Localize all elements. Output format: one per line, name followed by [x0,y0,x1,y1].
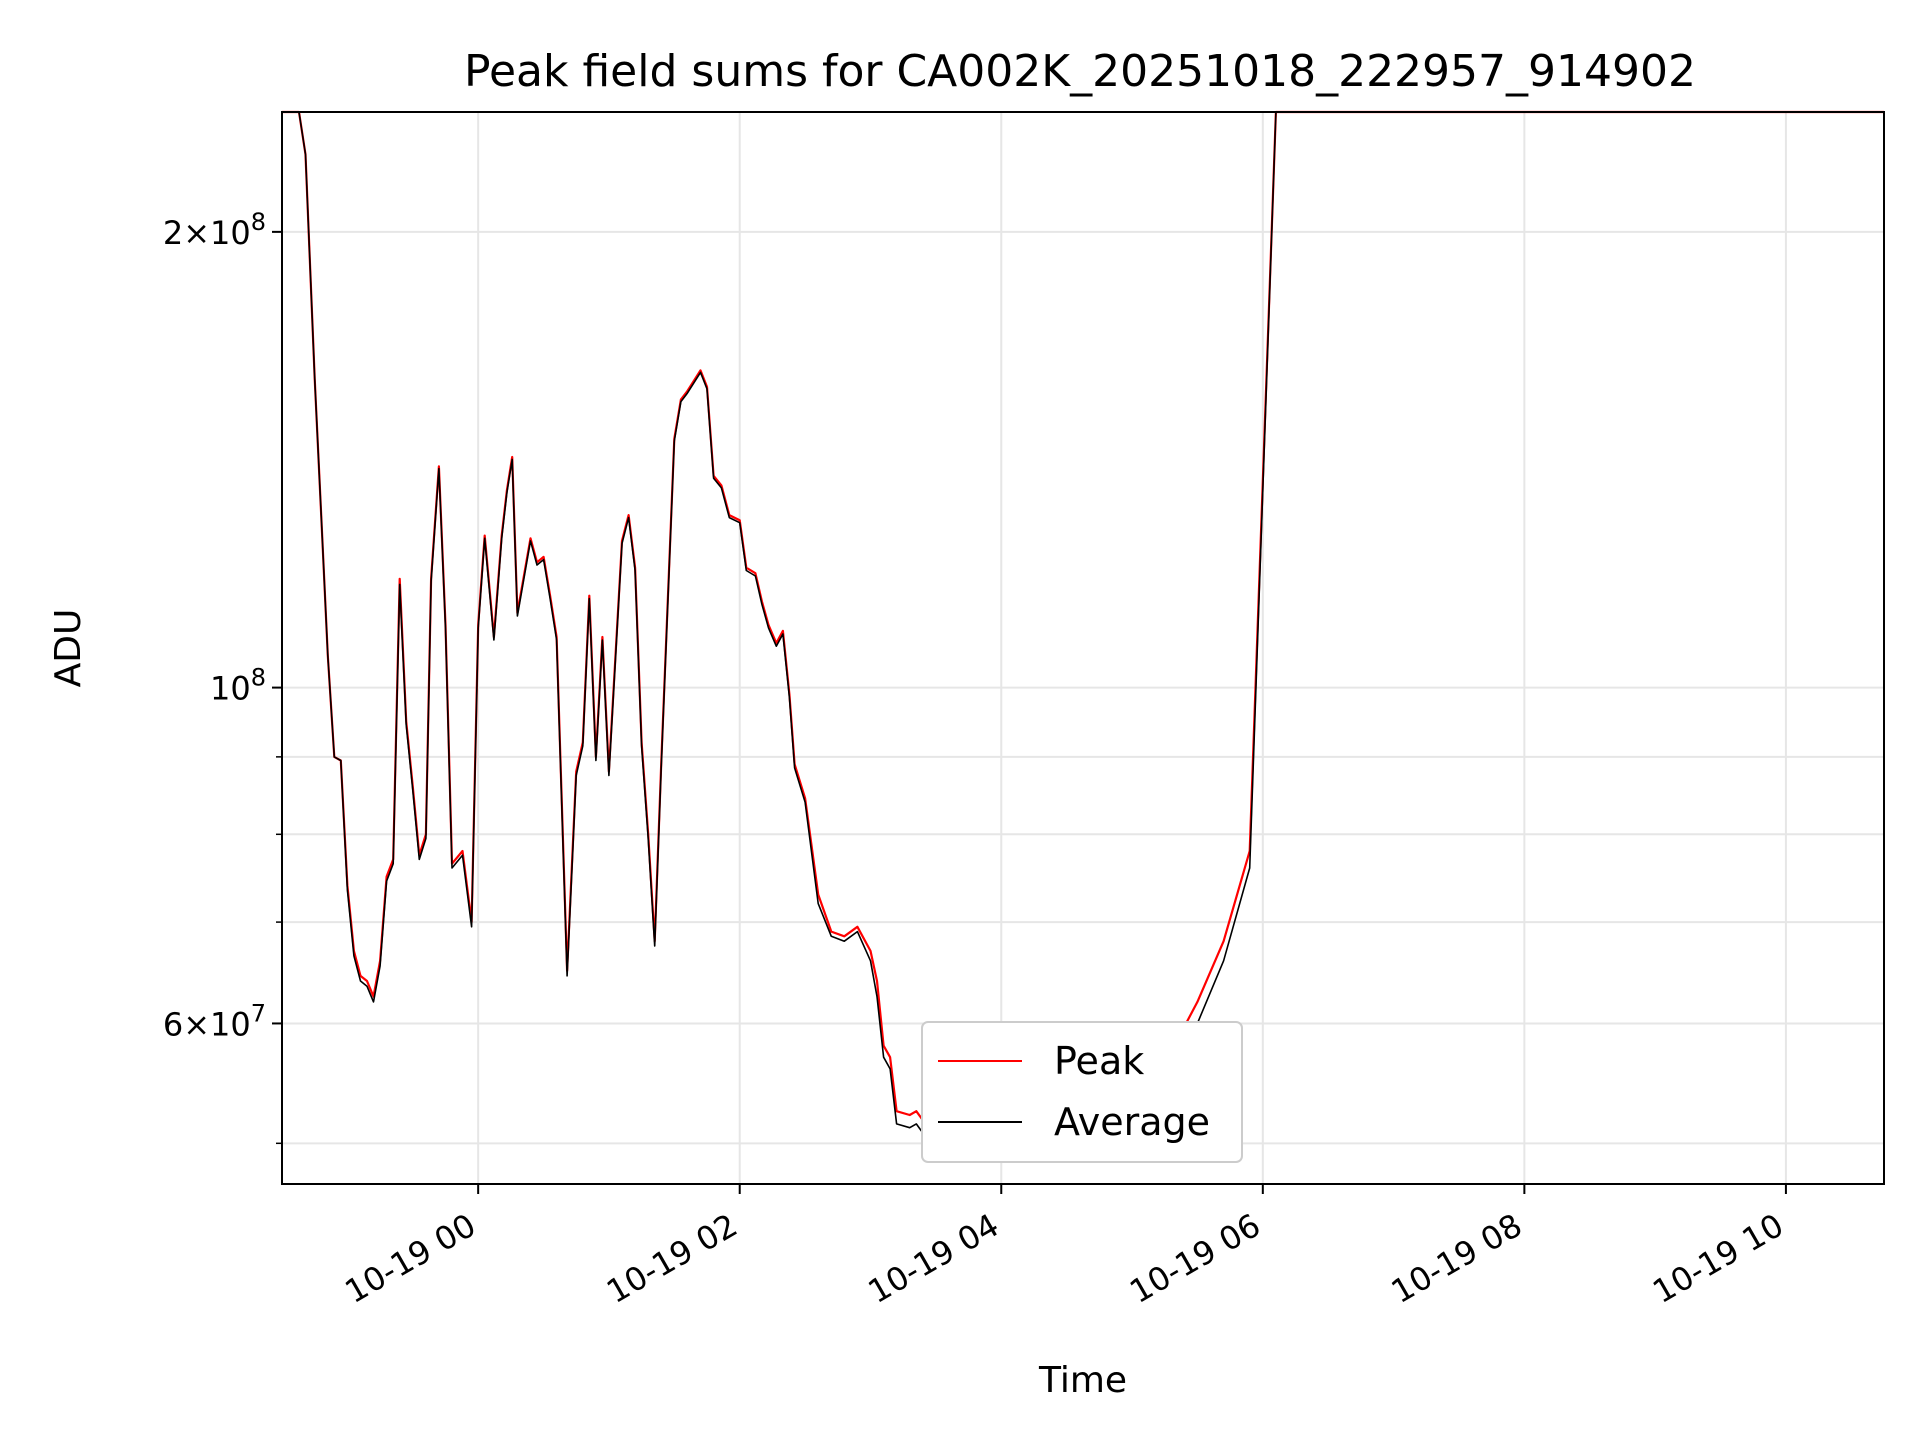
chart-title: Peak field sums for CA002K_20251018_2229… [464,46,1696,97]
legend-box [921,1021,1243,1163]
y-axis-label: ADU [48,609,89,688]
y-tick-label: 2×108 [163,208,266,252]
legend-label-peak: Peak [1054,1039,1144,1083]
legend-label-average: Average [1054,1100,1210,1144]
legend: Peak Average [921,1021,1243,1163]
y-tick-label: 6×107 [163,999,266,1043]
plot-frame [281,111,1885,1185]
y-tick-label: 108 [210,664,266,708]
grid [282,112,1884,1184]
x-axis-label: Time [1038,1360,1127,1401]
